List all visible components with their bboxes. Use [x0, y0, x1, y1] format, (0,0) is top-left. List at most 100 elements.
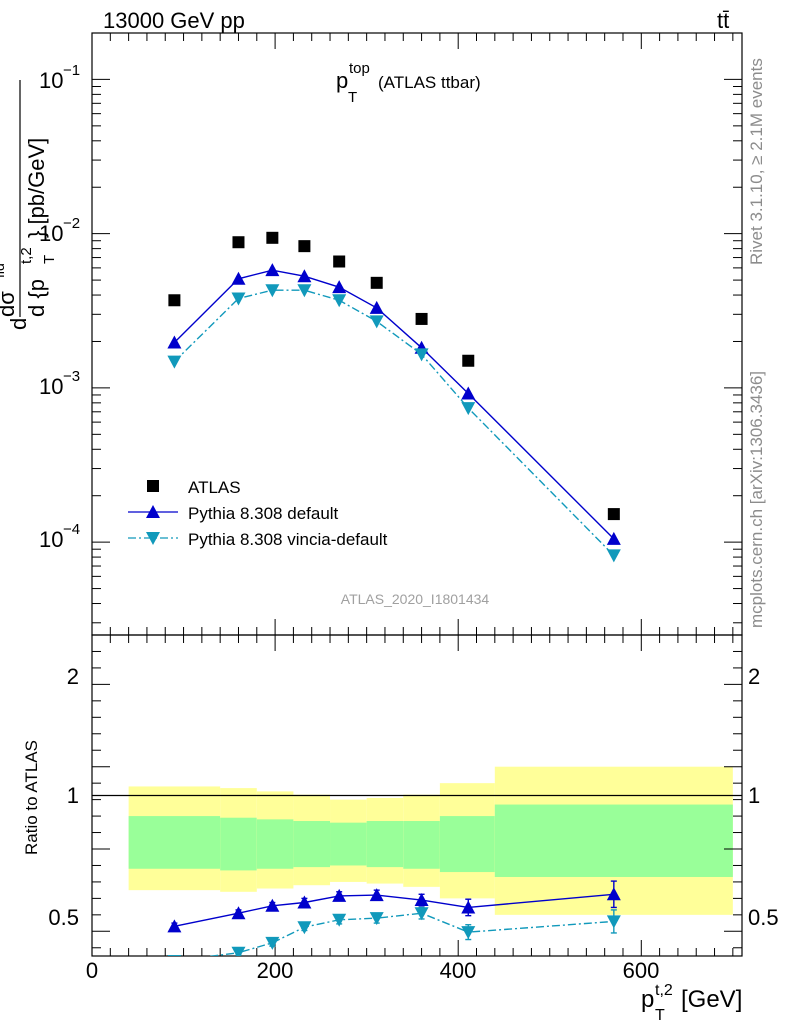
x-axis-label: p T t,2 [GeV]: [641, 982, 742, 1024]
main-point-series-0-6: [415, 312, 428, 325]
ratio-markers: [140, 880, 621, 973]
ratio-point-series-1-7: [414, 907, 429, 921]
main-point-series-0-3: [298, 240, 311, 253]
svg-text:fid: fid: [0, 263, 7, 278]
svg-text:10: 10: [39, 221, 63, 246]
legend-marker-atlas: [147, 480, 159, 492]
legend: ATLAS Pythia 8.308 default Pythia 8.308 …: [128, 478, 388, 549]
x-tick-label-400: 400: [440, 958, 477, 983]
main-point-series-0-1: [232, 236, 245, 249]
main-point-series-1-2: [265, 263, 280, 277]
svg-text:} [pb/GeV]: } [pb/GeV]: [24, 138, 49, 238]
ratio-point-series-1-0: [140, 960, 154, 973]
svg-text:−1: −1: [63, 62, 80, 79]
svg-text:d: d: [6, 318, 31, 330]
main-point-series-2-2: [265, 284, 280, 298]
band-green-3: [293, 821, 331, 868]
channel-label: tt̄: [717, 8, 729, 33]
svg-text:−2: −2: [63, 215, 80, 232]
ratio-y-tick-labels: 2 1 0.5 2 1 0.5: [48, 664, 778, 930]
main-point-series-2-4: [332, 294, 347, 308]
x-tick-label-200: 200: [257, 958, 294, 983]
ratio-tick-label-2: 2: [67, 664, 79, 689]
svg-text:10: 10: [39, 527, 63, 552]
svg-text:top: top: [349, 60, 370, 77]
main-point-series-1-3: [297, 269, 312, 283]
main-point-series-2-8: [606, 549, 621, 563]
process-label: 13000 GeV pp: [103, 8, 245, 33]
svg-text:T: T: [348, 89, 357, 106]
main-point-series-1-0: [167, 335, 182, 349]
ratio-tick-label-right-0.5: 0.5: [748, 905, 779, 930]
mcplots-source-text: mcplots.cern.ch [arXiv:1306.3436]: [747, 371, 766, 628]
legend-marker-default: [146, 505, 160, 518]
ratio-point-series-0-7: [461, 900, 476, 914]
main-point-series-1-4: [332, 280, 347, 294]
legend-marker-vincia: [146, 532, 160, 545]
ratio-point-series-0-1: [231, 906, 246, 920]
svg-text:−4: −4: [63, 521, 80, 538]
y-tick-label-1e-1: 10 −1: [39, 62, 80, 93]
plot-title: p top T (ATLAS ttbar): [336, 60, 481, 106]
band-green-8: [494, 804, 733, 877]
band-green-5: [366, 821, 404, 868]
legend-label-default: Pythia 8.308 default: [188, 504, 339, 523]
band-green-6: [403, 821, 440, 869]
x-tick-label-0: 0: [86, 958, 98, 983]
analysis-id-label: ATLAS_2020_I1801434: [341, 591, 490, 607]
ratio-point-series-0-0: [167, 919, 182, 933]
rivet-version-text: Rivet 3.1.10, ≥ 2.1M events: [747, 58, 766, 265]
ratio-tick-label-right-2: 2: [748, 664, 760, 689]
svg-text:T: T: [41, 255, 58, 264]
main-point-series-1-1: [231, 271, 246, 285]
main-point-series-2-7: [461, 402, 476, 416]
ratio-point-series-1-4: [297, 921, 312, 935]
main-point-series-0-4: [333, 255, 346, 268]
svg-text:t,2: t,2: [655, 982, 673, 999]
main-point-series-2-1: [231, 292, 246, 306]
main-point-series-1-8: [606, 531, 621, 545]
ratio-tick-label-0.5: 0.5: [48, 905, 79, 930]
y-tick-label-1e-2: 10 −2: [39, 215, 80, 246]
y-tick-label-1e-4: 10 −4: [39, 521, 80, 552]
band-green-4: [330, 822, 367, 866]
main-point-series-0-7: [462, 354, 475, 367]
legend-label-vincia: Pythia 8.308 vincia-default: [188, 530, 388, 549]
ratio-tick-label-1: 1: [67, 783, 79, 808]
ratio-point-series-1-9: [606, 915, 621, 929]
main-point-series-1-7: [461, 386, 476, 400]
ratio-point-series-1-3: [265, 936, 280, 950]
ratio-point-series-0-2: [265, 898, 280, 912]
svg-text:[GeV]: [GeV]: [681, 986, 742, 1013]
band-green-1: [220, 817, 257, 871]
ratio-tick-label-right-1: 1: [748, 783, 760, 808]
ratio-y-axis-label: Ratio to ATLAS: [22, 740, 41, 855]
band-green-2: [256, 819, 294, 869]
svg-text:10: 10: [39, 374, 63, 399]
main-point-series-0-2: [266, 231, 279, 244]
x-tick-labels: 0 200 400 600: [86, 958, 659, 983]
ratio-point-series-1-2: [231, 946, 246, 956]
data-markers: [140, 231, 621, 973]
ratio-point-series-1-8: [461, 926, 476, 940]
legend-label-atlas: ATLAS: [188, 478, 241, 497]
ratio-point-series-0-4: [332, 888, 347, 902]
main-point-series-2-5: [369, 315, 384, 329]
x-tick-label-600: 600: [623, 958, 660, 983]
svg-text:d {p: d {p: [24, 279, 49, 317]
ratio-point-series-1-5: [332, 913, 347, 927]
main-point-series-1-5: [369, 300, 384, 314]
ratio-point-series-1-6: [369, 912, 384, 926]
ratio-point-series-0-8: [606, 887, 621, 901]
svg-text:t,2: t,2: [18, 247, 35, 264]
svg-text:p: p: [336, 68, 348, 93]
main-y-tick-labels: 10 −1 10 −2 10 −3 10 −4: [39, 62, 80, 552]
main-y-axis-label: d dσ fid d {p T t,2 } [pb/GeV]: [0, 80, 58, 330]
y-tick-label-1e-3: 10 −3: [39, 368, 80, 399]
band-green-7: [439, 816, 495, 873]
svg-text:10: 10: [39, 68, 63, 93]
main-point-series-0-5: [370, 276, 383, 289]
svg-text:T: T: [655, 1007, 665, 1024]
svg-text:p: p: [641, 986, 654, 1013]
